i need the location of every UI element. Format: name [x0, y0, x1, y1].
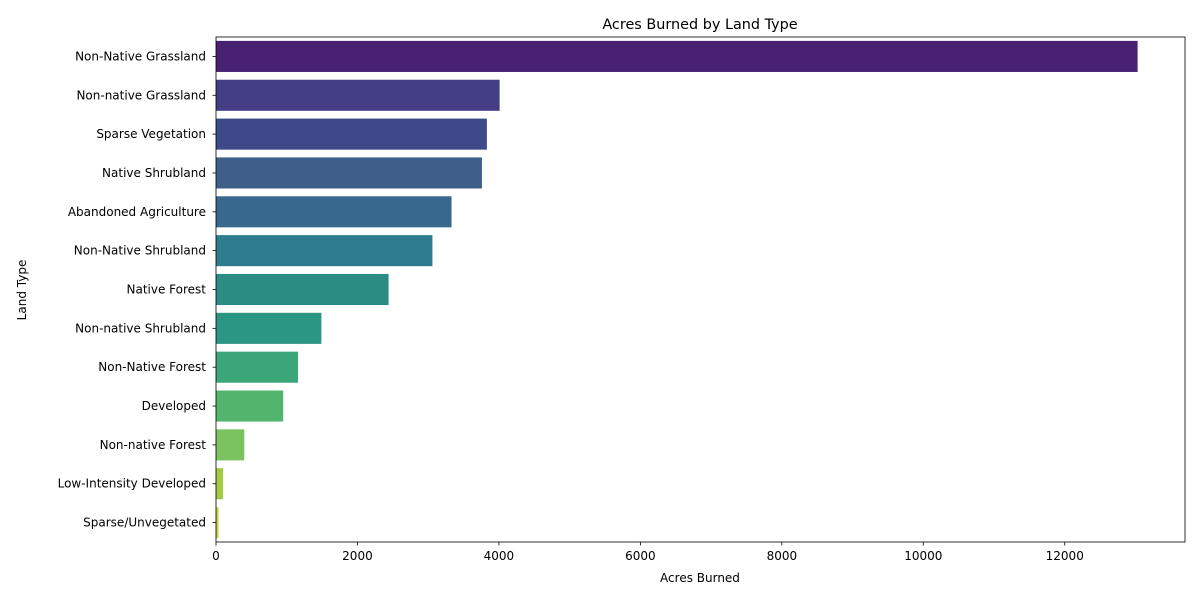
chart-title: Acres Burned by Land Type	[602, 17, 797, 33]
x-axis-label: Acres Burned	[660, 571, 740, 585]
bar	[216, 79, 500, 111]
x-tick-label: 10000	[904, 549, 942, 563]
plot-frame	[215, 36, 1186, 543]
y-tick-label: Non-Native Grassland	[75, 49, 206, 63]
bars-group	[216, 40, 1138, 539]
y-tick-label: Sparse Vegetation	[96, 127, 206, 141]
bar	[216, 40, 1138, 72]
x-tick-label: 12000	[1046, 549, 1084, 563]
axes-frame	[215, 36, 1186, 543]
y-tick-label: Non-native Shrubland	[75, 321, 206, 335]
bar	[216, 429, 245, 461]
x-tick-label: 0	[212, 549, 220, 563]
bar	[216, 196, 452, 228]
bar	[216, 273, 389, 306]
bar	[216, 157, 482, 189]
x-tick-label: 4000	[484, 549, 515, 563]
y-tick-label: Native Shrubland	[102, 166, 206, 180]
y-axis-label: Land Type	[15, 260, 29, 321]
y-tick-label: Non-Native Forest	[98, 360, 206, 374]
y-tick-label: Non-native Forest	[100, 438, 207, 452]
bar	[216, 312, 322, 344]
bar	[216, 235, 433, 267]
x-tick-label: 8000	[767, 549, 798, 563]
y-tick-label: Abandoned Agriculture	[68, 205, 206, 219]
y-tick-label: Native Forest	[127, 283, 207, 297]
bar	[216, 118, 487, 150]
y-tick-label: Low-Intensity Developed	[58, 477, 206, 491]
bar	[216, 351, 299, 383]
y-tick-label: Sparse/Unvegetated	[83, 516, 206, 530]
x-axis-ticks: 0 2000 4000 6000 8000 10000 12000	[212, 542, 1084, 563]
bar	[216, 390, 284, 422]
bar	[216, 507, 219, 539]
x-tick-label: 6000	[625, 549, 656, 563]
y-tick-label: Developed	[142, 399, 206, 413]
y-tick-label: Non-native Grassland	[76, 88, 206, 102]
y-axis-ticks: Non-Native Grassland Non-native Grassland…	[58, 49, 216, 530]
bar	[216, 468, 224, 500]
x-tick-label: 2000	[342, 549, 373, 563]
y-tick-label: Non-Native Shrubland	[74, 244, 206, 258]
